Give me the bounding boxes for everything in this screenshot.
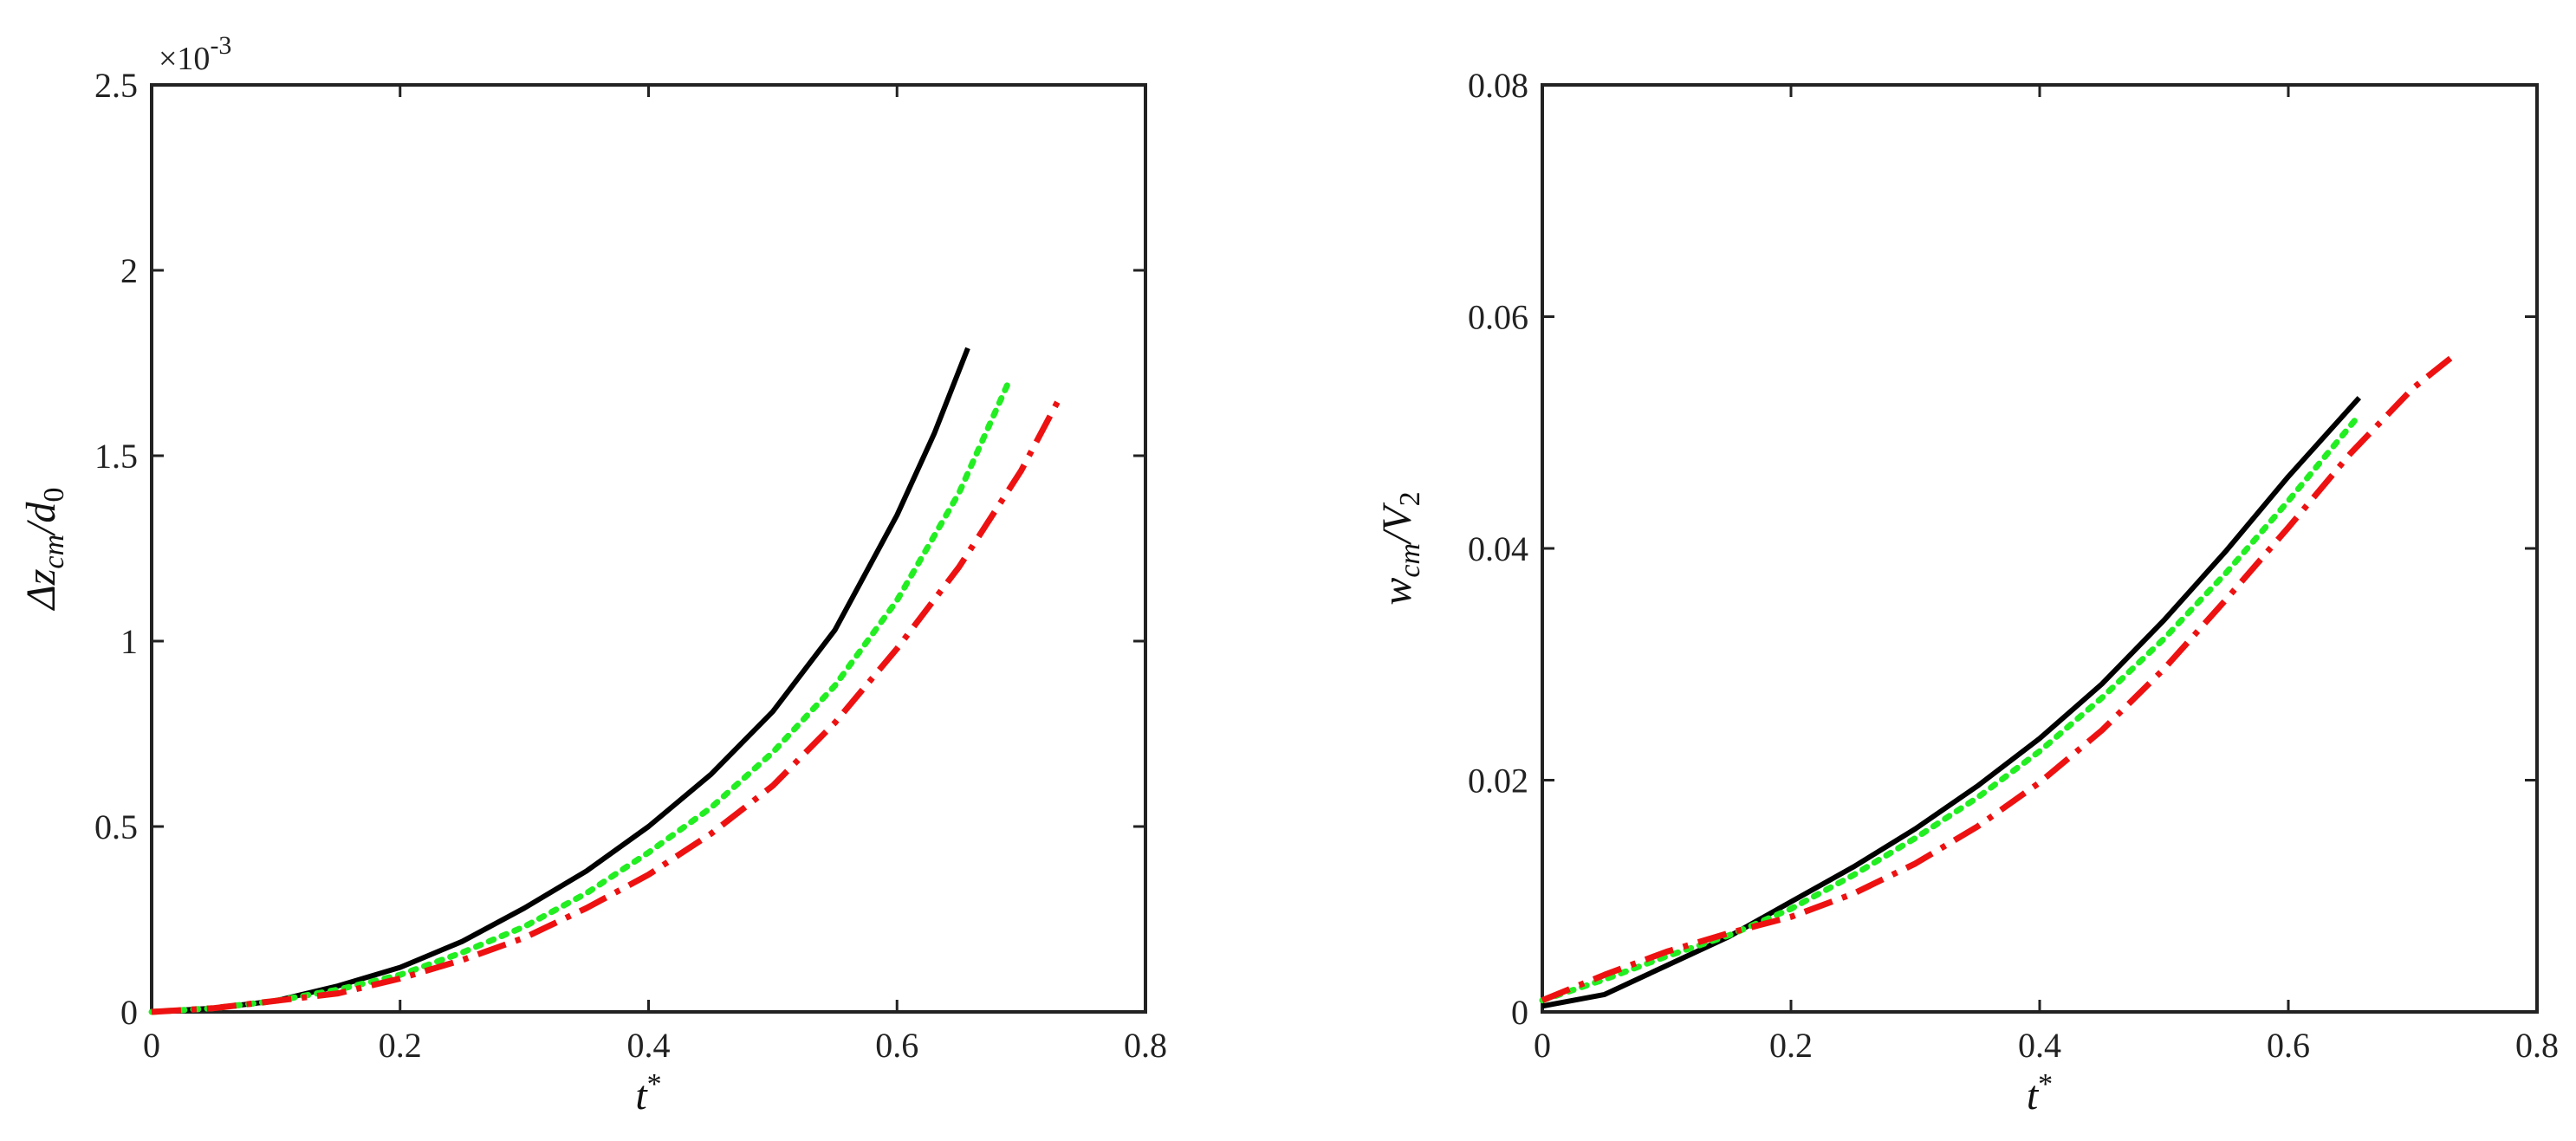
y-tick-label: 2.5 [94,66,138,105]
y-axis-label: wcm/V2 [1374,491,1426,605]
x-tick-label: 0.4 [627,1026,671,1065]
y-tick-label: 0.04 [1468,529,1528,568]
x-tick-label: 0.6 [875,1026,918,1065]
y-tick-label: 0 [1511,993,1528,1032]
y-exponent-label: ×10-3 [159,31,231,77]
x-tick-label: 0.6 [2267,1026,2310,1065]
y-tick-label: 1.5 [94,437,138,476]
x-axis-label: t* [2027,1068,2053,1118]
y-tick-label: 0.06 [1468,298,1528,337]
x-tick-label: 0.8 [2515,1026,2559,1065]
y-tick-label: 1 [120,622,138,661]
series-line-1 [151,347,970,1015]
y-tick-label: 0.5 [94,807,138,846]
x-tick-label: 0.4 [2018,1026,2061,1065]
series-line-3 [1541,351,2458,1003]
x-axis-label: t* [635,1068,661,1118]
x-tick-label: 0.2 [1769,1026,1813,1065]
y-tick-label: 0.02 [1468,762,1528,801]
series-line-2 [148,378,1012,1015]
y-tick-label: 2 [120,251,138,290]
chart-panel-2: 0 0.2 0.4 0.6 0.8 0 0.02 0.04 0.06 0.08 t* wcm/V2 [1374,66,2559,1118]
y-exponent-power: -3 [210,31,231,60]
y-tick-label: 0 [120,993,138,1032]
y-tick-label: 0.08 [1468,66,1528,105]
x-tick-label: 0 [1534,1026,1551,1065]
series-line-3 [151,399,1061,1015]
x-tick-label: 0.8 [1124,1026,1167,1065]
series-line-1 [1541,396,2362,1009]
series-line-2 [1539,412,2363,1004]
chart-panel-1: 0 0.2 0.4 0.6 0.8 0 0.5 1 1.5 2 2.5 ×10-3 t* Δzcm/d0 [18,31,1167,1118]
y-exponent-base: ×10 [159,41,210,77]
x-tick-label: 0 [143,1026,160,1065]
y-axis-label: Δzcm/d0 [18,488,70,612]
x-tick-label: 0.2 [379,1026,422,1065]
plot-frame [1541,83,2539,1014]
